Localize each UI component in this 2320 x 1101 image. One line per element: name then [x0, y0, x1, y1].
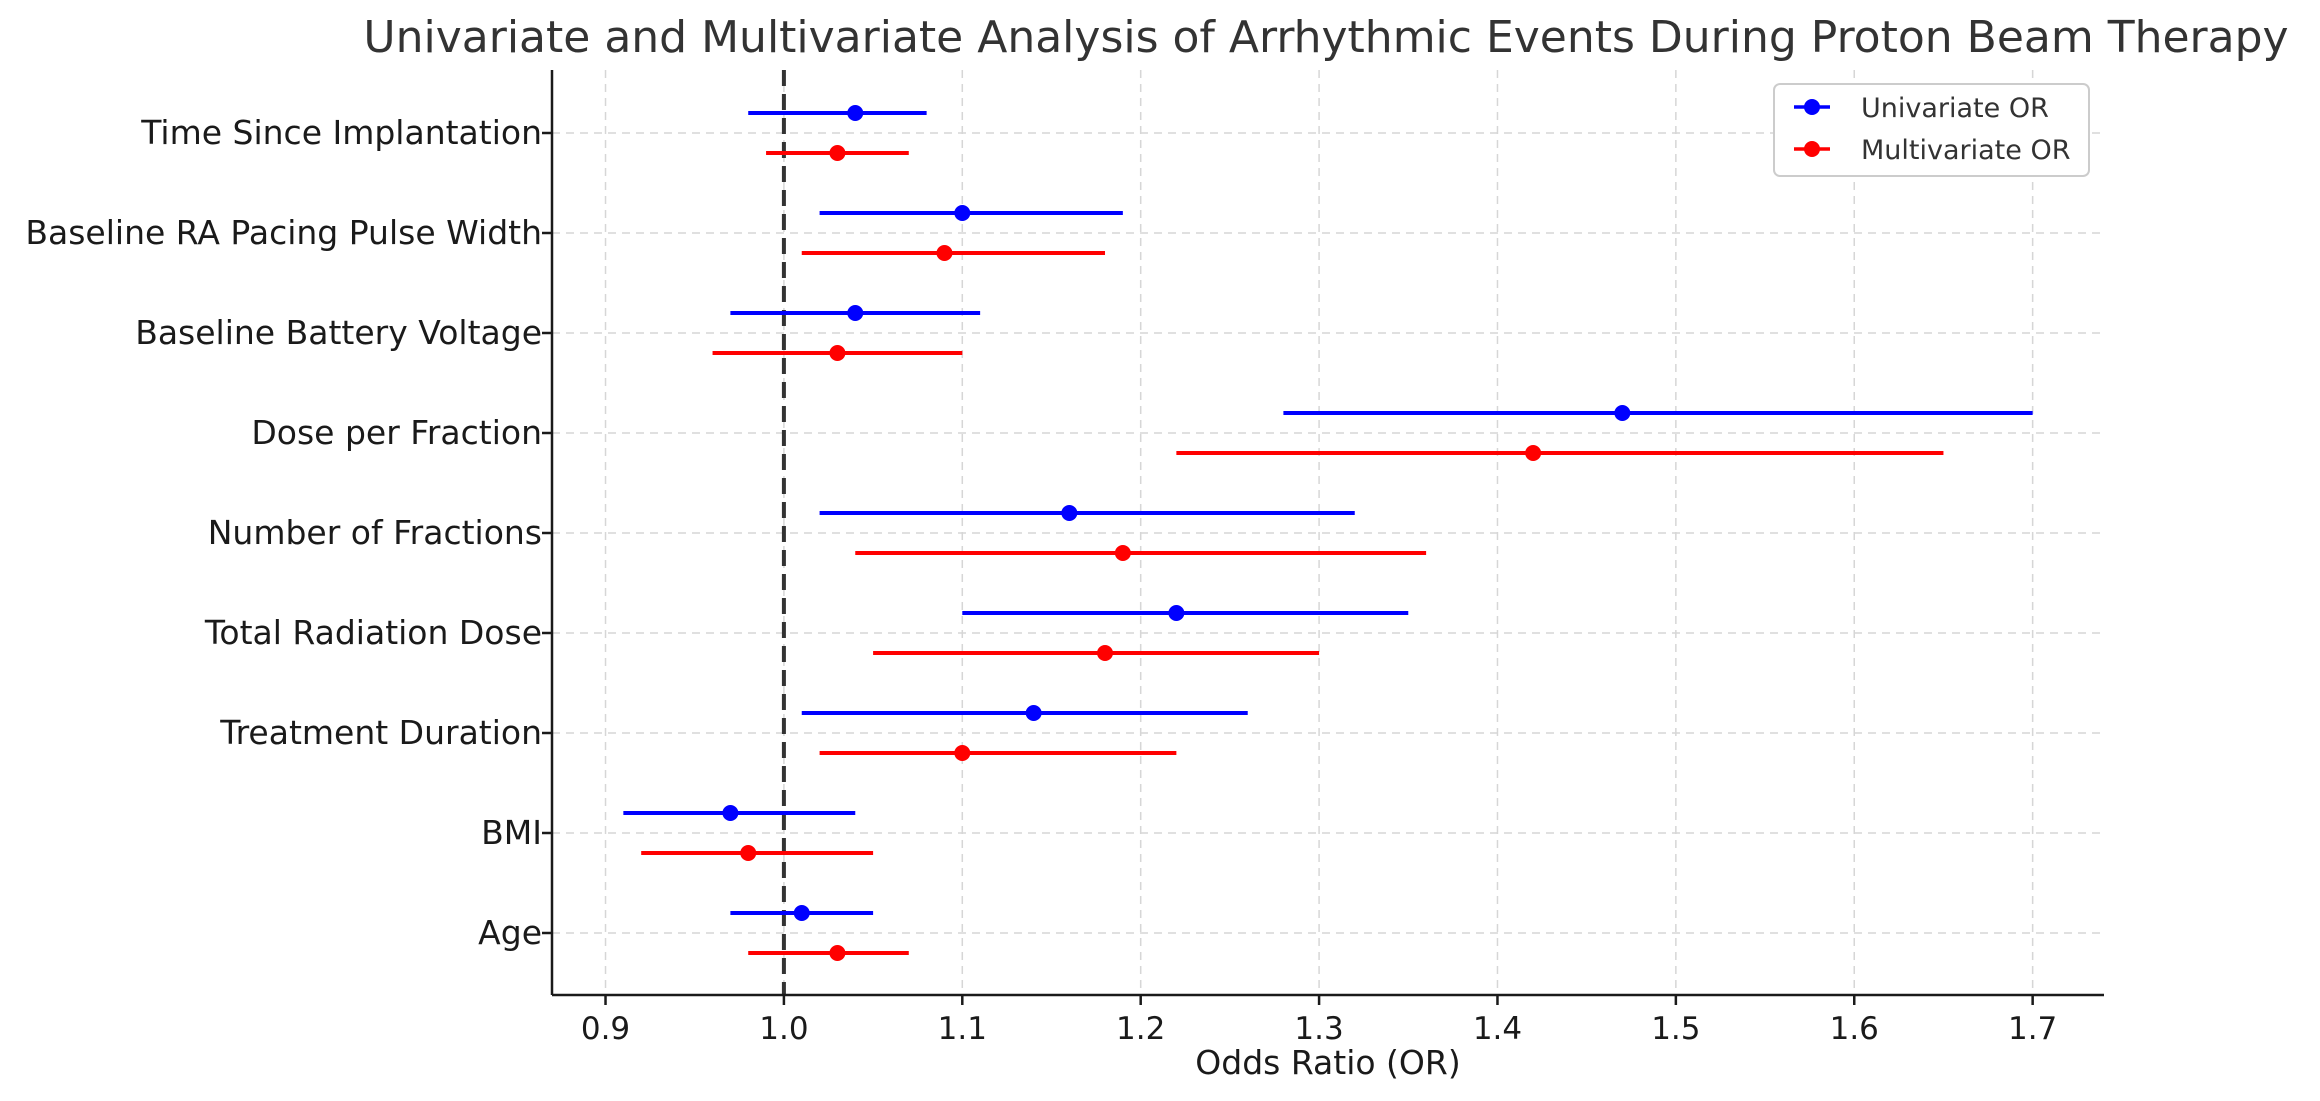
or-point	[740, 845, 757, 861]
y-tick-label: Baseline RA Pacing Pulse Width	[25, 213, 542, 252]
legend-univariate-label: Univariate OR	[1861, 93, 2049, 124]
x-tick-label: 1.1	[938, 1011, 987, 1047]
y-tick-label: Treatment Duration	[219, 713, 542, 752]
or-point	[722, 805, 739, 821]
or-point	[1525, 445, 1542, 461]
legend-multivariate-label: Multivariate OR	[1861, 135, 2070, 166]
legend-multivariate-marker	[1804, 141, 1820, 157]
or-point	[954, 745, 971, 761]
legend-box	[1773, 83, 2090, 177]
or-point	[1114, 545, 1131, 561]
y-tick-label: Dose per Fraction	[251, 413, 542, 452]
chart-title: Univariate and Multivariate Analysis of …	[363, 12, 2288, 63]
or-point	[793, 905, 810, 921]
x-axis-label: Odds Ratio (OR)	[1195, 1043, 1460, 1082]
series-univariate-or	[623, 105, 2033, 921]
or-point	[936, 245, 953, 261]
y-tick-label: Baseline Battery Voltage	[135, 313, 542, 352]
x-tick-label: 1.4	[1473, 1011, 1522, 1047]
or-point	[1061, 505, 1078, 521]
series-multivariate-or	[641, 145, 1944, 961]
legend: Univariate OR Multivariate OR	[1773, 83, 2090, 177]
y-tick-label: Age	[478, 913, 542, 952]
or-point	[1097, 645, 1114, 661]
x-tick-label: 1.3	[1294, 1011, 1343, 1047]
x-tick-label: 1.2	[1116, 1011, 1165, 1047]
y-tick-label: Total Radiation Dose	[204, 613, 542, 652]
or-point	[829, 945, 846, 961]
or-point	[847, 305, 864, 321]
x-tick-label: 1.7	[2008, 1011, 2057, 1047]
y-axis-ticks: Time Since Implantation Baseline RA Pacin…	[25, 113, 552, 952]
x-axis-ticks: 0.9 1.0 1.1 1.2 1.3 1.4 1.5 1.6 1.7	[581, 995, 2057, 1047]
x-tick-label: 1.6	[1830, 1011, 1879, 1047]
y-tick-label: Number of Fractions	[208, 513, 542, 552]
y-tick-label: Time Since Implantation	[140, 113, 542, 152]
or-point	[829, 345, 846, 361]
x-tick-label: 0.9	[581, 1011, 630, 1047]
or-point	[847, 105, 864, 121]
or-point	[1614, 405, 1631, 421]
or-point	[1025, 705, 1042, 721]
x-tick-label: 1.0	[759, 1011, 808, 1047]
or-point	[1168, 605, 1185, 621]
or-point	[954, 205, 971, 221]
x-tick-label: 1.5	[1651, 1011, 1700, 1047]
grid-lines	[552, 70, 2104, 995]
or-point	[829, 145, 846, 161]
legend-univariate-marker	[1804, 99, 1820, 115]
series-marks	[623, 105, 2033, 961]
y-tick-label: BMI	[481, 813, 542, 852]
